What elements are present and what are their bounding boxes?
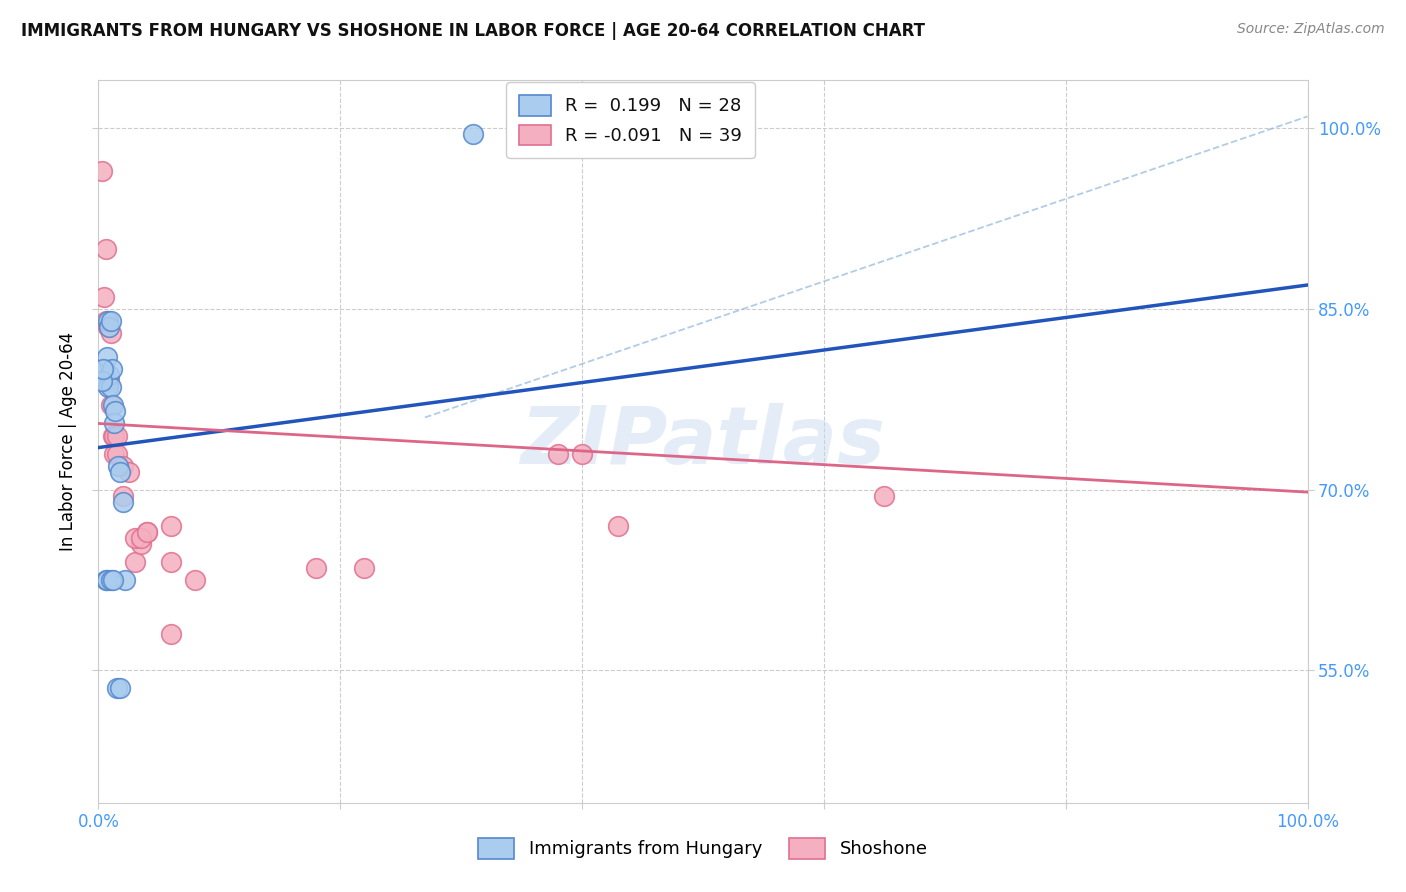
Point (108, 681, 131, 696)
Point (98, 375, 121, 389)
Point (129, 537, 152, 551)
Point (97, 380, 120, 394)
Point (103, 428, 125, 442)
Point (94, 573, 117, 587)
Y-axis label: In Labor Force | Age 20-64: In Labor Force | Age 20-64 (59, 332, 77, 551)
Point (124, 555, 146, 569)
Point (94, 375, 117, 389)
Point (114, 573, 136, 587)
Point (105, 428, 128, 442)
Point (91, 362, 114, 376)
Point (463, 128, 485, 142)
Point (96, 375, 118, 389)
Point (184, 573, 207, 587)
Point (100, 573, 122, 587)
Point (160, 627, 183, 641)
Point (111, 495, 134, 509)
Point (353, 561, 375, 575)
Text: IMMIGRANTS FROM HUNGARY VS SHOSHONE IN LABOR FORCE | AGE 20-64 CORRELATION CHART: IMMIGRANTS FROM HUNGARY VS SHOSHONE IN L… (21, 22, 925, 40)
Point (107, 458, 129, 473)
Point (305, 561, 328, 575)
Point (873, 489, 896, 503)
Point (96, 350, 118, 364)
Text: Source: ZipAtlas.com: Source: ZipAtlas.com (1237, 22, 1385, 37)
Point (97, 320, 120, 334)
Point (100, 362, 122, 376)
Point (98, 368, 121, 383)
Point (91, 368, 114, 383)
Point (97, 314, 120, 328)
Point (124, 531, 146, 545)
Point (160, 555, 183, 569)
Point (91, 368, 114, 383)
Point (103, 417, 125, 431)
Point (160, 519, 183, 533)
Point (108, 465, 131, 479)
Point (105, 681, 128, 696)
Point (98, 320, 121, 334)
Point (100, 326, 122, 341)
Point (571, 447, 593, 461)
Point (94, 314, 117, 328)
Point (105, 447, 128, 461)
Point (93, 362, 115, 376)
Point (111, 489, 134, 503)
Point (104, 404, 127, 418)
Legend: Immigrants from Hungary, Shoshone: Immigrants from Hungary, Shoshone (471, 830, 935, 866)
Point (101, 573, 124, 587)
Point (101, 398, 124, 412)
Point (96, 573, 118, 587)
Point (91, 375, 114, 389)
Point (129, 531, 152, 545)
Point (111, 458, 134, 473)
Point (94, 242, 117, 256)
Point (103, 447, 125, 461)
Point (607, 519, 630, 533)
Point (93, 290, 115, 304)
Point (101, 428, 124, 442)
Point (91, 163, 114, 178)
Point (547, 447, 569, 461)
Point (100, 398, 122, 412)
Point (135, 524, 157, 539)
Point (118, 465, 141, 479)
Point (135, 524, 157, 539)
Text: ZIPatlas: ZIPatlas (520, 402, 886, 481)
Point (100, 380, 122, 394)
Point (100, 314, 122, 328)
